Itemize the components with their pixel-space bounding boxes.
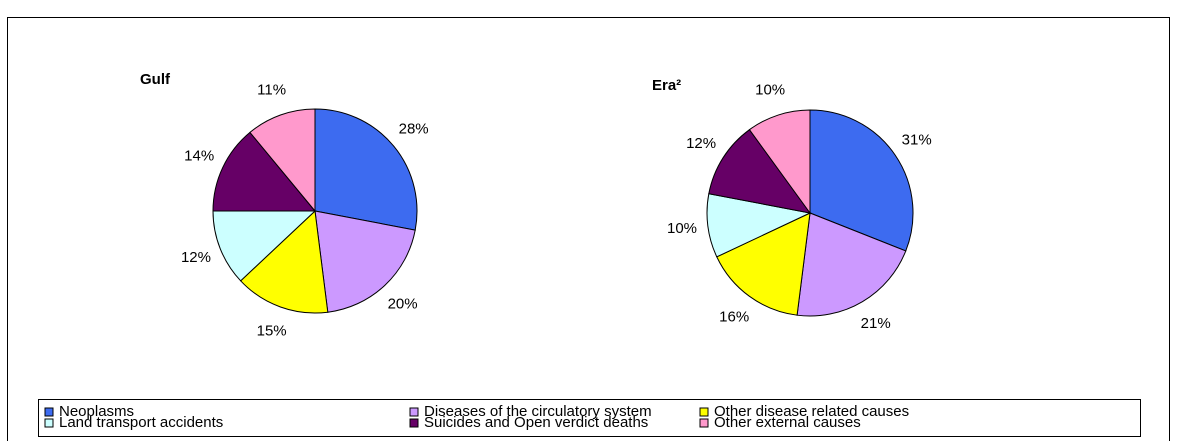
pie-slice	[708, 128, 812, 214]
pie-slice	[796, 212, 907, 317]
legend-label: Suicides and Open verdict deaths	[424, 414, 648, 431]
legend-label: Land transport accidents	[59, 414, 223, 431]
pie-slice	[748, 109, 811, 215]
legend-label: Diseases of the circulatory system	[424, 403, 652, 420]
pie-slice	[249, 108, 316, 213]
legend-swatch	[44, 418, 54, 428]
data-label: 15%	[257, 322, 287, 339]
data-label: 20%	[388, 295, 418, 312]
data-label: 31%	[902, 131, 932, 148]
legend-swatch	[409, 418, 419, 428]
data-label: 28%	[399, 120, 429, 137]
data-label: 11%	[257, 82, 286, 99]
legend-label: Other disease related causes	[714, 403, 909, 420]
data-label: 10%	[667, 220, 697, 237]
pie-slice	[716, 212, 811, 316]
data-label: 14%	[184, 147, 214, 164]
legend-label: Neoplasms	[59, 403, 134, 420]
pie-slice	[314, 108, 418, 231]
legend-box	[38, 399, 1141, 437]
pie-slice	[212, 131, 317, 212]
data-label: 10%	[755, 81, 785, 98]
chart-title: Gulf	[140, 71, 171, 88]
legend-label: Other external causes	[714, 414, 861, 431]
pie-slice	[809, 109, 914, 252]
pie-slice	[314, 210, 416, 313]
chart-title: Era²	[652, 77, 681, 94]
legend-swatch	[44, 407, 54, 417]
pie-slice	[239, 209, 329, 314]
pie-slice	[212, 210, 317, 282]
data-label: 21%	[861, 315, 891, 332]
data-label: 12%	[181, 249, 211, 266]
legend-swatch	[409, 407, 419, 417]
chart-frame	[7, 17, 1170, 441]
legend-swatch	[699, 407, 709, 417]
data-label: 16%	[719, 308, 749, 325]
data-label: 12%	[686, 135, 716, 152]
legend-swatch	[699, 418, 709, 428]
